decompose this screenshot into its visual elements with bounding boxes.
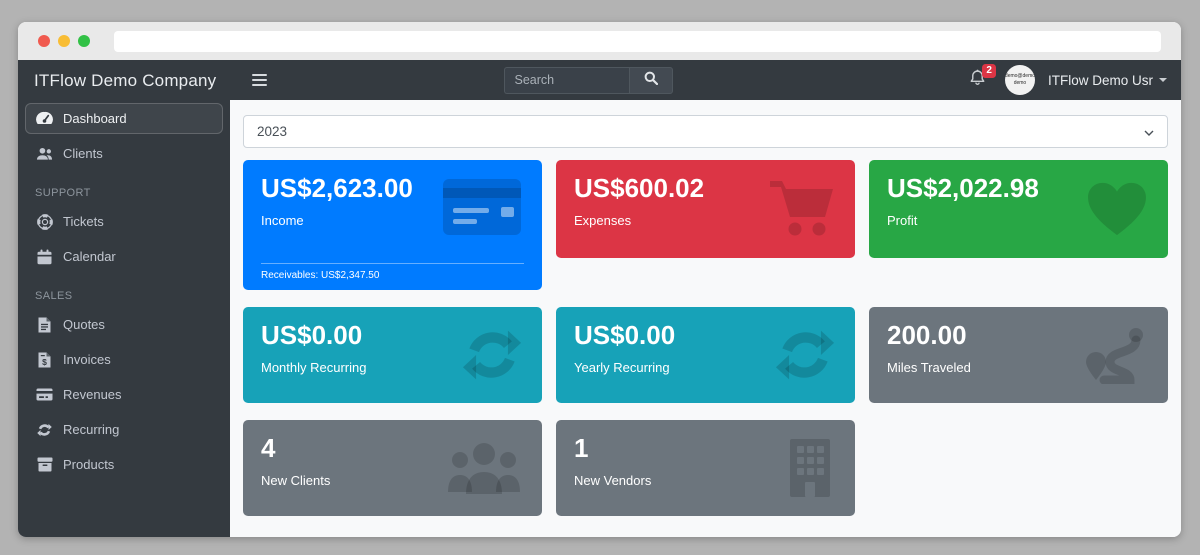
new-clients-value: 4 (261, 433, 276, 463)
chevron-down-icon (1144, 124, 1154, 139)
expenses-label: Expenses (574, 212, 632, 228)
sidebar-item-label: Products (63, 457, 115, 472)
search-icon (644, 71, 659, 90)
sidebar-item-tickets[interactable]: Tickets (25, 206, 223, 237)
sidebar-item-invoices[interactable]: $ Invoices (25, 344, 223, 375)
credit-card-icon (443, 179, 521, 235)
sidebar-item-label: Recurring (63, 422, 120, 437)
sidebar-section-sales: SALES (35, 290, 73, 302)
sidebar-item-label: Dashboard (63, 111, 127, 126)
new-vendors-card[interactable]: 1 New Vendors (556, 420, 855, 516)
window-minimize-button[interactable] (58, 35, 70, 47)
monthly-recurring-value: US$0.00 (261, 320, 363, 350)
user-menu-button[interactable]: ITFlow Demo Usr (1048, 73, 1167, 88)
browser-chrome (18, 22, 1181, 60)
miles-traveled-card[interactable]: 200.00 Miles Traveled (869, 307, 1168, 403)
sidebar-item-label: Revenues (63, 387, 122, 402)
menu-toggle-button[interactable] (250, 70, 269, 90)
users-icon (36, 145, 53, 162)
miles-traveled-label: Miles Traveled (887, 359, 971, 375)
shopping-cart-icon (770, 181, 833, 236)
search-input[interactable] (504, 66, 630, 94)
sync-icon (36, 421, 53, 438)
svg-text:$: $ (42, 357, 47, 367)
profit-label: Profit (887, 212, 918, 228)
calendar-icon (36, 248, 53, 265)
chevron-down-icon (1158, 78, 1167, 82)
address-bar[interactable] (114, 30, 1161, 52)
expenses-card[interactable]: US$600.02 Expenses (556, 160, 855, 258)
browser-window: ITFlow Demo Company Dashboard Clients SU… (18, 22, 1181, 537)
sidebar-item-products[interactable]: Products (25, 449, 223, 480)
income-card[interactable]: US$2,623.00 Income Receivables: US$2,347… (243, 160, 542, 290)
sidebar-item-calendar[interactable]: Calendar (25, 241, 223, 272)
year-select-value: 2023 (257, 124, 288, 139)
sidebar-item-label: Tickets (63, 214, 104, 229)
main-content: 2023 US$2,623.00 Income Receivables: US$… (230, 100, 1181, 537)
monthly-recurring-label: Monthly Recurring (261, 359, 367, 375)
sync-icon (775, 330, 835, 380)
search-button[interactable] (629, 66, 674, 94)
life-ring-icon (36, 213, 53, 230)
window-close-button[interactable] (38, 35, 50, 47)
sidebar-item-recurring[interactable]: Recurring (25, 414, 223, 445)
sidebar-item-clients[interactable]: Clients (25, 138, 223, 169)
top-navbar: 2 demo@demo demo ITFlow Demo Usr (230, 60, 1181, 100)
sidebar-item-label: Clients (63, 146, 103, 161)
sidebar: ITFlow Demo Company Dashboard Clients SU… (18, 60, 230, 537)
income-value: US$2,623.00 (261, 173, 413, 203)
sync-icon (462, 330, 522, 380)
yearly-recurring-card[interactable]: US$0.00 Yearly Recurring (556, 307, 855, 403)
sidebar-section-support: SUPPORT (35, 187, 91, 199)
avatar-text: demo (1013, 80, 1027, 86)
sidebar-item-label: Calendar (63, 249, 116, 264)
miles-traveled-value: 200.00 (887, 320, 967, 350)
avatar[interactable]: demo@demo demo (1004, 65, 1035, 95)
year-select[interactable]: 2023 (243, 115, 1168, 148)
sidebar-item-quotes[interactable]: Quotes (25, 309, 223, 340)
bell-icon (969, 69, 986, 91)
new-clients-card[interactable]: 4 New Clients (243, 420, 542, 516)
profit-value: US$2,022.98 (887, 173, 1039, 203)
income-receivables: Receivables: US$2,347.50 (261, 263, 524, 290)
window-maximize-button[interactable] (78, 35, 90, 47)
avatar-text: demo@demo (1004, 73, 1035, 79)
box-icon (36, 456, 53, 473)
sidebar-item-dashboard[interactable]: Dashboard (25, 103, 223, 134)
sidebar-item-revenues[interactable]: Revenues (25, 379, 223, 410)
new-clients-label: New Clients (261, 472, 331, 488)
income-label: Income (261, 212, 304, 228)
file-icon (36, 316, 53, 333)
monthly-recurring-card[interactable]: US$0.00 Monthly Recurring (243, 307, 542, 403)
yearly-recurring-value: US$0.00 (574, 320, 676, 350)
stat-cards-grid: US$2,623.00 Income Receivables: US$2,347… (243, 160, 1168, 516)
money-check-icon (36, 386, 53, 403)
tachometer-icon (36, 110, 53, 127)
new-vendors-label: New Vendors (574, 472, 652, 488)
sidebar-item-label: Invoices (63, 352, 111, 367)
sidebar-item-label: Quotes (63, 317, 105, 332)
app-brand[interactable]: ITFlow Demo Company (34, 71, 217, 90)
heart-icon (1088, 182, 1146, 236)
user-name-label: ITFlow Demo Usr (1047, 72, 1153, 88)
users-icon (448, 443, 520, 494)
profit-card[interactable]: US$2,022.98 Profit (869, 160, 1168, 258)
notifications-button[interactable]: 2 (969, 63, 996, 92)
route-icon (1086, 328, 1143, 384)
new-vendors-value: 1 (574, 433, 589, 463)
yearly-recurring-label: Yearly Recurring (574, 359, 670, 375)
building-icon (790, 439, 830, 497)
expenses-value: US$600.02 (574, 173, 705, 203)
search-group (504, 66, 674, 94)
notification-count-badge: 2 (982, 63, 996, 78)
file-invoice-dollar-icon: $ (36, 351, 53, 368)
